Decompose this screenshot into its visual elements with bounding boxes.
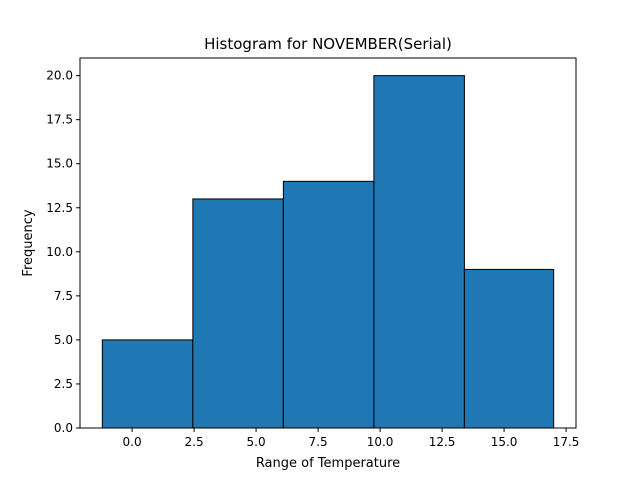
histogram-bar-4 xyxy=(373,75,465,429)
y-tick-label: 10.0 xyxy=(46,245,73,259)
y-tick-label: 2.5 xyxy=(54,377,73,391)
y-tick-label: 17.5 xyxy=(46,113,73,127)
y-tick-label: 7.5 xyxy=(54,289,73,303)
y-axis-label: Frequency xyxy=(21,209,36,276)
bars xyxy=(101,75,555,429)
histogram-bar-1 xyxy=(101,339,194,429)
x-tick-label: 17.5 xyxy=(553,435,580,449)
axes-frame xyxy=(79,57,577,429)
x-tick-label: 7.5 xyxy=(309,435,328,449)
x-tick-label: 15.0 xyxy=(491,435,518,449)
histogram-bar-3 xyxy=(282,180,375,429)
histogram-bar-2 xyxy=(192,198,284,429)
y-tick-label: 12.5 xyxy=(46,201,73,215)
y-tick-label: 5.0 xyxy=(54,333,73,347)
x-axis-ticks: 0.0 2.5 5.0 7.5 10.0 12.5 15.0 17.5 xyxy=(123,428,580,449)
x-tick-label: 10.0 xyxy=(367,435,394,449)
y-tick-label: 0.0 xyxy=(54,421,73,435)
x-axis-label: Range of Temperature xyxy=(256,456,400,471)
histogram-bar-5 xyxy=(463,268,555,429)
x-tick-label: 0.0 xyxy=(123,435,142,449)
y-tick-label: 20.0 xyxy=(46,69,73,83)
y-axis-ticks: 0.0 2.5 5.0 7.5 10.0 12.5 15.0 17.5 20.0 xyxy=(46,69,80,435)
x-tick-label: 2.5 xyxy=(185,435,204,449)
x-tick-label: 12.5 xyxy=(429,435,456,449)
y-tick-label: 15.0 xyxy=(46,157,73,171)
x-tick-label: 5.0 xyxy=(247,435,266,449)
chart-title: Histogram for NOVEMBER(Serial) xyxy=(204,35,452,53)
